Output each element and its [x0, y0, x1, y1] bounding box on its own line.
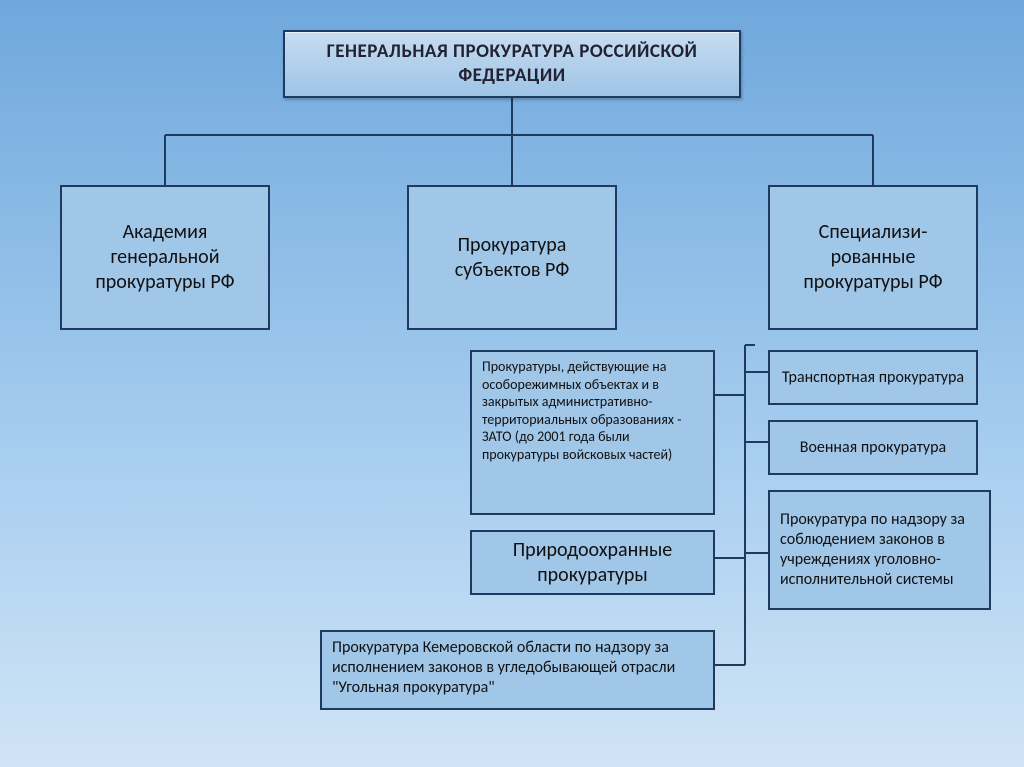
node-specialized-label: Специализи-рованные прокуратуры РФ [780, 220, 966, 295]
node-zato-label: Прокуратуры, действующие на особорежимны… [482, 358, 703, 463]
node-academy: Академия генеральной прокуратуры РФ [60, 185, 270, 330]
node-nature: Природоохранные прокуратуры [470, 530, 715, 595]
node-transport-label: Транспортная прокуратура [782, 368, 964, 388]
node-coal-label: Прокуратура Кемеровской области по надзо… [332, 638, 703, 698]
node-military-label: Военная прокуратура [800, 438, 946, 458]
node-zato: Прокуратуры, действующие на особорежимны… [470, 350, 715, 515]
node-penal-label: Прокуратура по надзору за соблюдением за… [780, 510, 979, 590]
node-nature-label: Природоохранные прокуратуры [482, 538, 703, 588]
node-military: Военная прокуратура [768, 420, 978, 475]
node-subjects-label: Прокуратура субъектов РФ [419, 233, 605, 283]
node-coal: Прокуратура Кемеровской области по надзо… [320, 630, 715, 710]
node-specialized: Специализи-рованные прокуратуры РФ [768, 185, 978, 330]
node-subjects: Прокуратура субъектов РФ [407, 185, 617, 330]
root-node: ГЕНЕРАЛЬНАЯ ПРОКУРАТУРА РОССИЙСКОЙ ФЕДЕР… [283, 30, 741, 98]
root-label: ГЕНЕРАЛЬНАЯ ПРОКУРАТУРА РОССИЙСКОЙ ФЕДЕР… [295, 40, 729, 88]
node-penal: Прокуратура по надзору за соблюдением за… [768, 490, 991, 610]
node-academy-label: Академия генеральной прокуратуры РФ [72, 220, 258, 295]
node-transport: Транспортная прокуратура [768, 350, 978, 405]
